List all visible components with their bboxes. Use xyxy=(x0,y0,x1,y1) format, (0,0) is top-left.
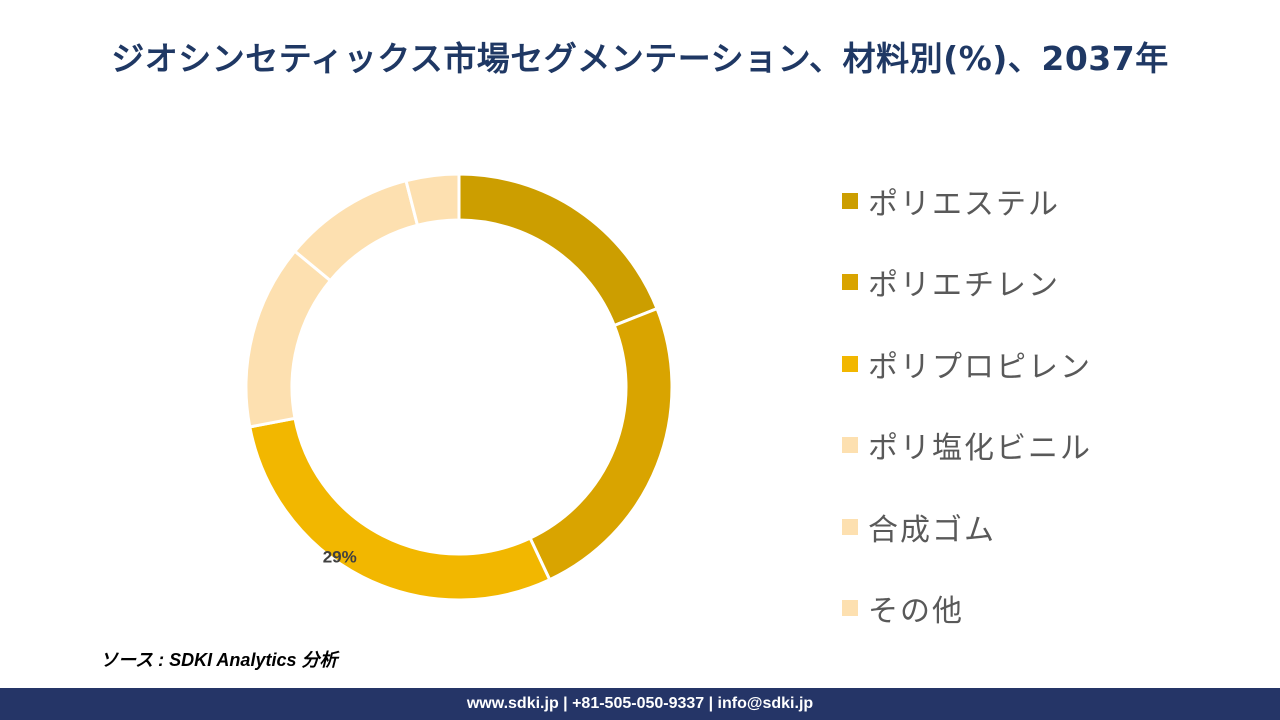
donut-slice-6 xyxy=(404,172,461,228)
chart-legend: ポリエステル ポリエチレン ポリプロピレン ポリ塩化ビニル 合成ゴムその他 xyxy=(842,160,1262,649)
legend-swatch xyxy=(842,192,858,209)
legend-label: ポリエチレン xyxy=(868,268,1060,304)
donut-slice-2 xyxy=(528,306,674,582)
data-label-3: 29% xyxy=(323,547,357,566)
legend-swatch xyxy=(842,437,858,454)
legend-label: 合成ゴム xyxy=(868,512,996,548)
legend-swatch xyxy=(842,600,858,617)
donut-slice-5 xyxy=(292,178,420,283)
legend-item-3: ポリプロピレン xyxy=(842,323,1262,405)
legend-item-5: 合成ゴム xyxy=(842,486,1262,568)
legend-item-1: ポリエステル xyxy=(842,160,1262,242)
source-note: ソース : SDKI Analytics 分析 xyxy=(100,650,338,670)
footer-bar: www.sdki.jp | +81-505-050-9337 | info@sd… xyxy=(0,688,1280,720)
donut-slice-1 xyxy=(457,172,659,328)
donut-svg: 29% xyxy=(244,172,674,602)
legend-item-4: ポリ塩化ビニル xyxy=(842,405,1262,487)
footer-contact: www.sdki.jp | +81-505-050-9337 | info@sd… xyxy=(466,695,814,712)
legend-swatch xyxy=(842,355,858,372)
chart-title: ジオシンセティックス市場セグメンテーション、材料別(%)、2037年 xyxy=(111,39,1169,78)
legend-swatch xyxy=(842,274,858,291)
legend-swatch xyxy=(842,518,858,535)
donut-chart: 29% xyxy=(200,160,720,620)
donut-slice-4 xyxy=(244,249,333,429)
legend-label: その他 xyxy=(868,594,964,630)
legend-label: ポリプロピレン xyxy=(868,349,1092,385)
legend-item-2: ポリエチレン xyxy=(842,242,1262,324)
legend-label: ポリ塩化ビニル xyxy=(868,431,1092,467)
legend-label: ポリエステル xyxy=(868,186,1060,222)
legend-item-6: その他 xyxy=(842,568,1262,650)
donut-slice-3 xyxy=(248,416,552,602)
